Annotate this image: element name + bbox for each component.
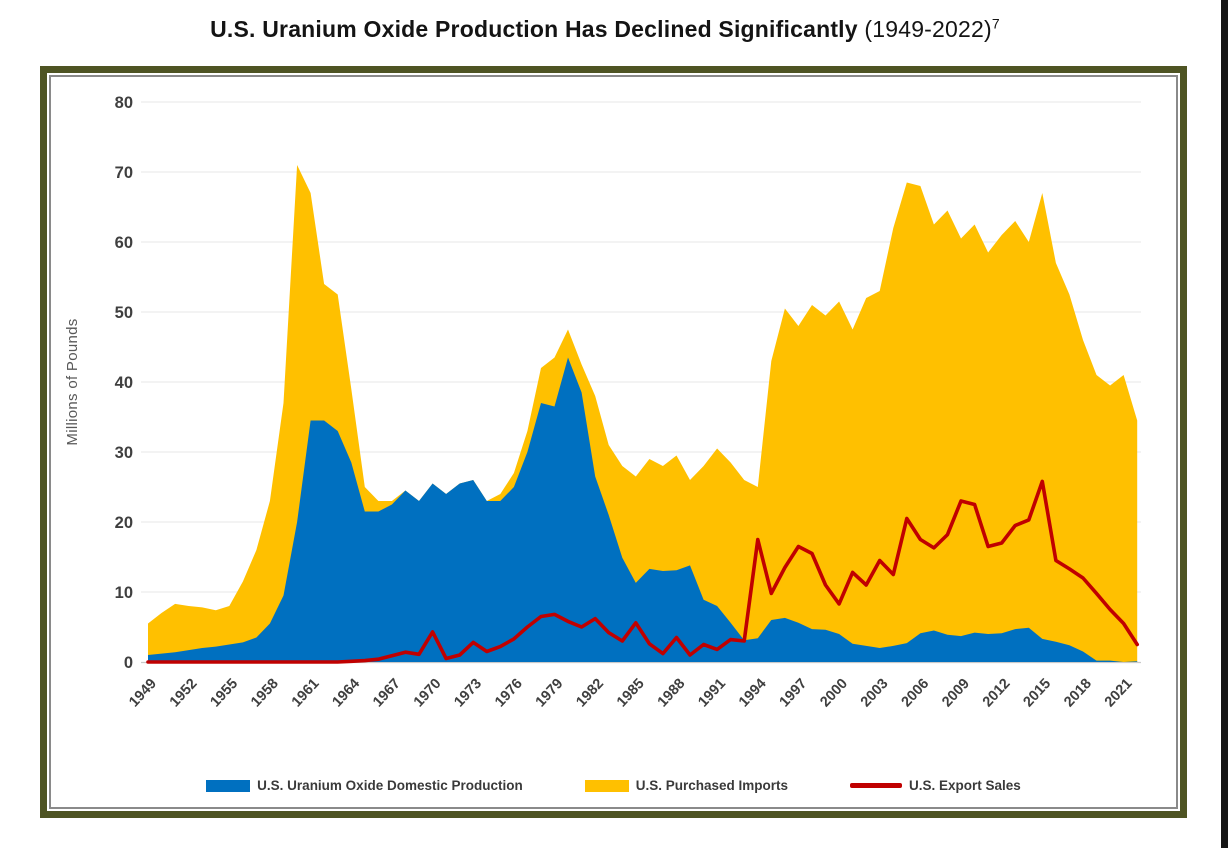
svg-text:1976: 1976	[492, 676, 526, 711]
svg-text:1985: 1985	[614, 676, 648, 711]
svg-text:1994: 1994	[736, 676, 770, 711]
svg-text:1958: 1958	[248, 676, 282, 711]
legend-label: U.S. Uranium Oxide Domestic Production	[257, 778, 523, 793]
chart-title-main: U.S. Uranium Oxide Production Has Declin…	[210, 16, 858, 42]
legend-label: U.S. Purchased Imports	[635, 778, 789, 793]
svg-text:1952: 1952	[167, 676, 201, 711]
legend-area-swatch	[206, 779, 251, 792]
legend-area-swatch	[584, 779, 629, 792]
svg-text:30: 30	[115, 444, 133, 462]
chart-title-footnote-marker: 7	[991, 15, 1000, 32]
svg-text:2015: 2015	[1021, 676, 1055, 711]
svg-text:80: 80	[115, 94, 133, 112]
svg-text:1955: 1955	[208, 676, 242, 711]
svg-text:40: 40	[115, 374, 133, 392]
svg-text:1973: 1973	[451, 676, 485, 711]
legend-line-swatch	[850, 783, 903, 788]
chart-title: U.S. Uranium Oxide Production Has Declin…	[0, 16, 1210, 43]
window-edge-strip	[1221, 0, 1228, 848]
svg-text:2012: 2012	[980, 676, 1014, 711]
svg-text:1982: 1982	[573, 676, 607, 711]
legend-label: U.S. Export Sales	[909, 778, 1021, 793]
legend-item-purchased-imports: U.S. Purchased Imports	[584, 778, 789, 793]
chart-legend: U.S. Uranium Oxide Domestic Production U.…	[51, 778, 1176, 793]
svg-text:20: 20	[115, 514, 133, 532]
svg-text:0: 0	[124, 654, 133, 672]
legend-item-domestic-production: U.S. Uranium Oxide Domestic Production	[206, 778, 523, 793]
chart-frame-inner: 0 10 20 30 40 50 60 70 80 1949 1952 1955 1958 1961 196…	[49, 75, 1178, 809]
svg-text:1961: 1961	[289, 676, 323, 711]
svg-text:2000: 2000	[817, 676, 851, 711]
legend-item-export-sales: U.S. Export Sales	[850, 778, 1021, 793]
chart-title-range: (1949-2022)	[857, 16, 992, 42]
svg-text:1949: 1949	[126, 676, 160, 711]
svg-text:1988: 1988	[655, 676, 689, 711]
svg-text:10: 10	[115, 584, 133, 602]
svg-text:2018: 2018	[1061, 676, 1095, 711]
svg-text:Millions of Pounds: Millions of Pounds	[64, 318, 81, 445]
svg-text:1979: 1979	[533, 676, 567, 711]
svg-text:50: 50	[115, 304, 133, 322]
svg-text:1964: 1964	[330, 676, 364, 711]
chart-frame: 0 10 20 30 40 50 60 70 80 1949 1952 1955 1958 1961 196…	[40, 66, 1187, 818]
svg-text:60: 60	[115, 234, 133, 252]
svg-text:1997: 1997	[777, 676, 811, 711]
svg-text:1991: 1991	[695, 676, 729, 711]
svg-text:2021: 2021	[1102, 676, 1136, 711]
svg-text:2003: 2003	[858, 676, 892, 711]
svg-text:1967: 1967	[370, 676, 404, 711]
svg-text:2009: 2009	[939, 676, 973, 711]
svg-text:70: 70	[115, 164, 133, 182]
svg-text:2006: 2006	[899, 676, 933, 711]
svg-text:1970: 1970	[411, 676, 445, 711]
